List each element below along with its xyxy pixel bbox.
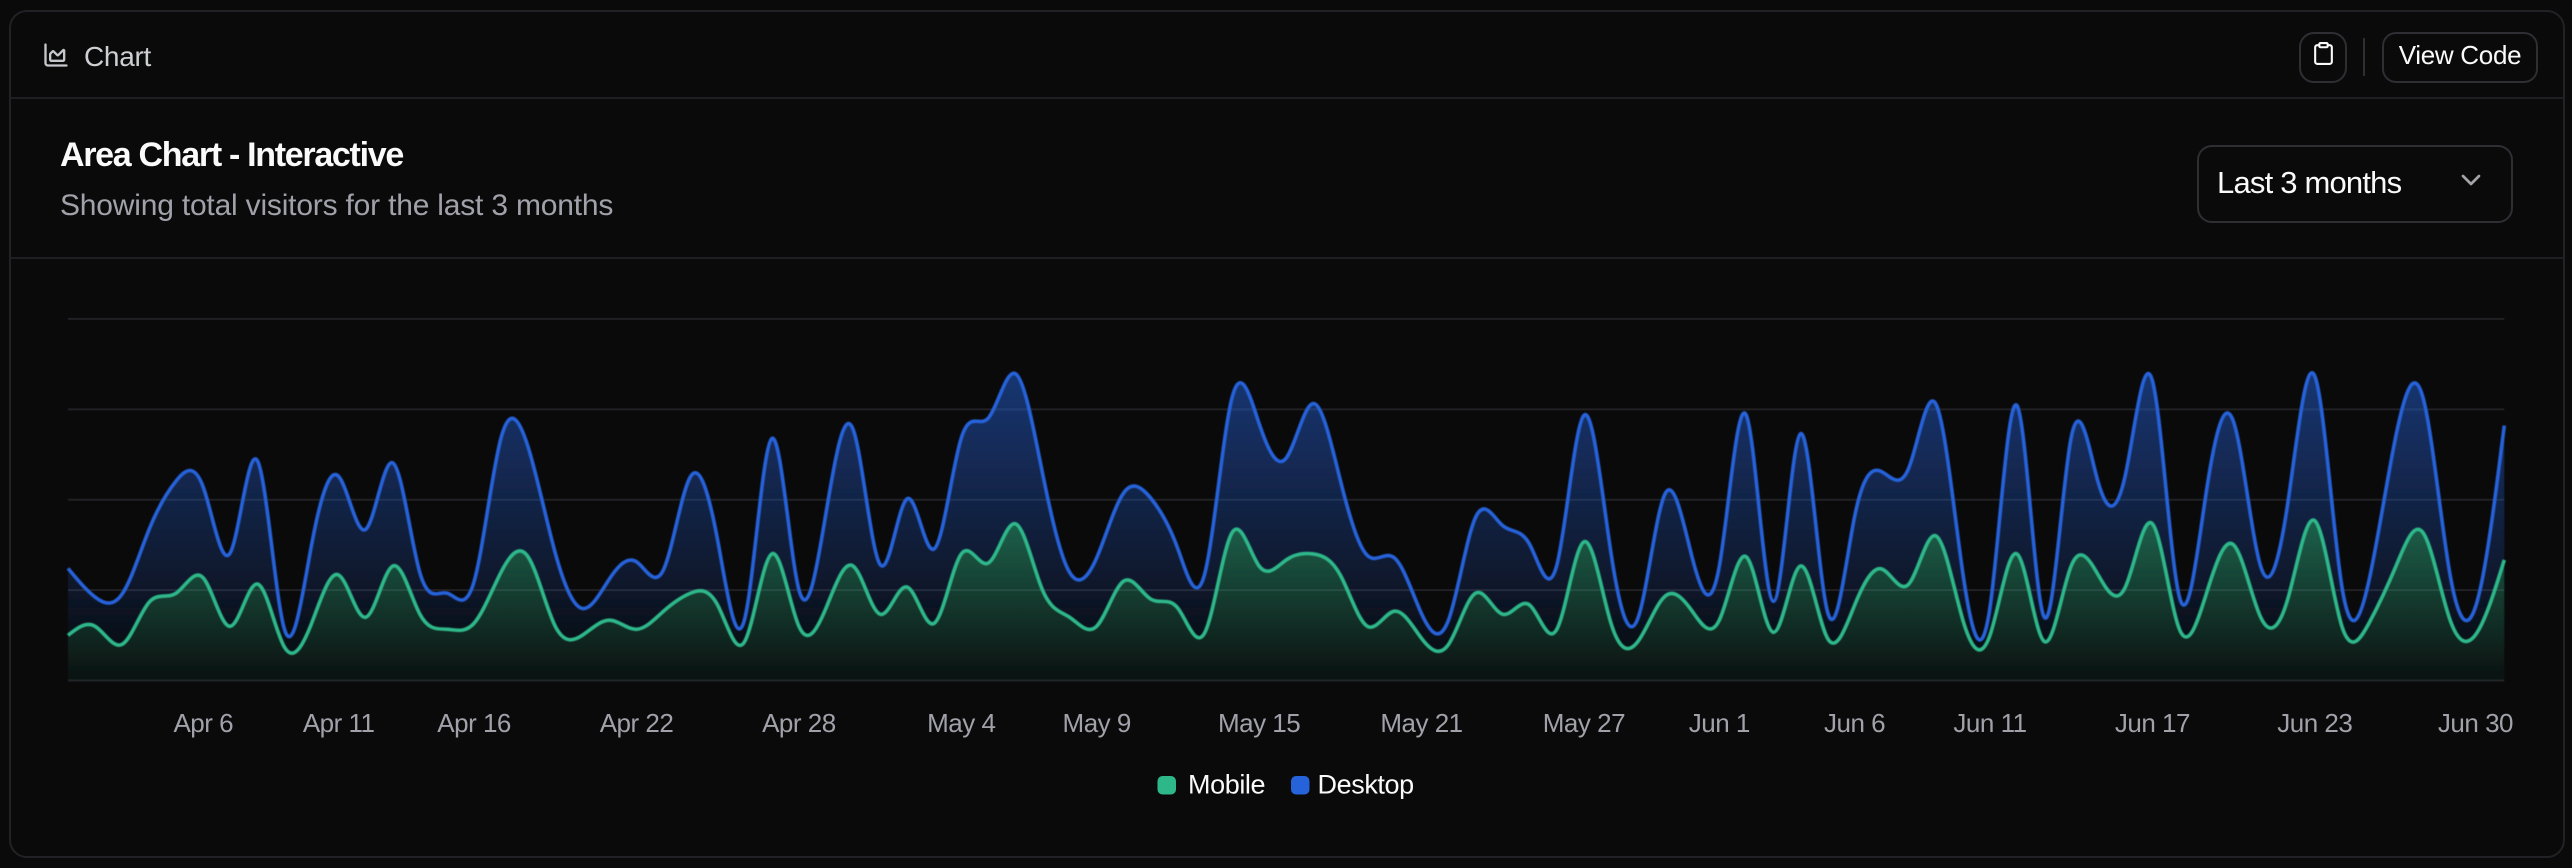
svg-text:Jun 17: Jun 17 xyxy=(2115,708,2190,738)
svg-text:May 21: May 21 xyxy=(1380,708,1462,738)
svg-text:May 27: May 27 xyxy=(1543,708,1625,738)
svg-text:May 15: May 15 xyxy=(1218,708,1300,738)
svg-text:Desktop: Desktop xyxy=(1318,770,1414,800)
svg-text:Apr 16: Apr 16 xyxy=(437,708,511,738)
svg-text:May 4: May 4 xyxy=(927,708,995,738)
svg-text:Jun 30: Jun 30 xyxy=(2438,708,2513,738)
svg-text:Jun 6: Jun 6 xyxy=(1824,708,1885,738)
svg-text:Apr 22: Apr 22 xyxy=(600,708,674,738)
svg-text:Apr 11: Apr 11 xyxy=(303,708,375,738)
svg-text:Jun 11: Jun 11 xyxy=(1953,708,2026,738)
svg-text:Apr 6: Apr 6 xyxy=(173,708,233,738)
svg-text:Mobile: Mobile xyxy=(1188,770,1265,800)
svg-text:Jun 1: Jun 1 xyxy=(1689,708,1750,738)
svg-text:Apr 28: Apr 28 xyxy=(762,708,836,738)
svg-text:May 9: May 9 xyxy=(1063,708,1131,738)
svg-text:Jun 23: Jun 23 xyxy=(2277,708,2352,738)
